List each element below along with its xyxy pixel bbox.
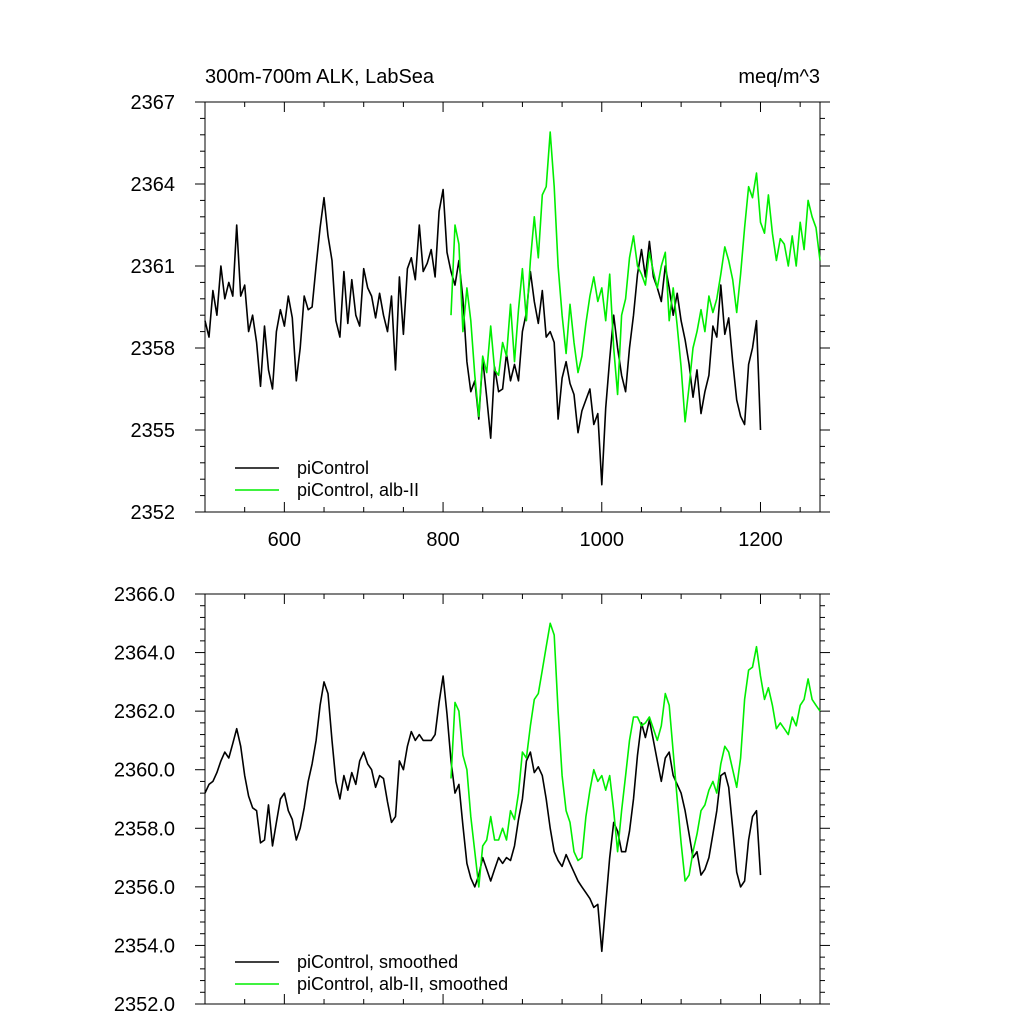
plot-frame <box>204 101 821 513</box>
y-tick-label: 2364 <box>131 174 176 196</box>
y-tick-label: 2352 <box>131 502 176 524</box>
series-line-alb-ii <box>450 622 821 888</box>
plot-frame <box>204 593 821 1005</box>
y-tick-label: 2366.0 <box>114 584 175 606</box>
top-panel: 300m-700m ALK, LabSea meq/m^3 600 800 1000… <box>131 66 830 551</box>
y-tick-label: 2364.0 <box>114 643 175 665</box>
legend-label: piControl, smoothed <box>297 952 458 972</box>
y-tick-label: 2367 <box>131 92 176 114</box>
legend-label: piControl, alb-II, smoothed <box>297 974 508 994</box>
y-tick-label: 2352.0 <box>114 994 175 1016</box>
chart-title: 300m-700m ALK, LabSea <box>205 66 435 88</box>
y-tick-label: 2362.0 <box>114 701 175 723</box>
y-tick-label: 2358.0 <box>114 818 175 840</box>
x-tick-label: 600 <box>268 529 301 551</box>
bottom-panel: 2352.0 2354.0 2356.0 2358.0 2360.0 2362.0 2364… <box>114 584 830 1016</box>
x-tick-label: 1000 <box>580 529 625 551</box>
units-label: meq/m^3 <box>738 66 820 88</box>
x-tick-label: 1200 <box>738 529 783 551</box>
y-tick-label: 2360.0 <box>114 760 175 782</box>
x-tick-label: 800 <box>426 529 459 551</box>
y-tick-label: 2355 <box>131 420 176 442</box>
series-line-alb-ii <box>450 131 821 423</box>
series-line-picontrol <box>204 675 762 953</box>
legend-label: piControl, alb-II <box>297 480 419 500</box>
y-tick-label: 2354.0 <box>114 935 175 957</box>
legend-label: piControl <box>297 458 369 478</box>
y-tick-label: 2361 <box>131 256 176 278</box>
y-tick-label: 2356.0 <box>114 877 175 899</box>
y-tick-label: 2358 <box>131 338 176 360</box>
